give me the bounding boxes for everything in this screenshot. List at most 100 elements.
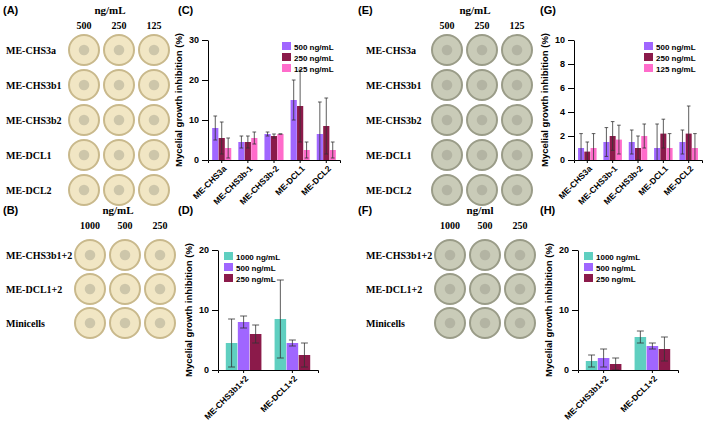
tick-mark xyxy=(300,160,301,163)
tick-mark xyxy=(587,160,588,163)
bar-series xyxy=(586,331,646,370)
legend-item: 500 ng/mL xyxy=(224,263,276,273)
error-line xyxy=(618,125,619,154)
error-bar xyxy=(681,130,685,154)
concentration-label: 250 xyxy=(153,220,168,231)
error-cap xyxy=(655,124,659,125)
error-cap xyxy=(305,142,309,143)
bar-series xyxy=(225,132,336,160)
petri-dish xyxy=(435,240,465,270)
error-cap xyxy=(292,80,296,81)
error-cap xyxy=(324,154,328,155)
petri-dish xyxy=(104,140,134,170)
colony xyxy=(85,250,96,261)
error-bar xyxy=(600,349,607,367)
petri-dish xyxy=(69,70,99,100)
error-line xyxy=(254,132,255,144)
photo-panel: (A)ng/mL500250125ME-CHS3aME-CHS3b1ME-CHS… xyxy=(3,4,169,205)
petri-dish xyxy=(467,140,497,170)
concentration-label: 250 xyxy=(513,220,528,231)
error-bar xyxy=(605,128,609,157)
concentration-label: 500 xyxy=(440,20,455,31)
row-label: ME-CHS3b1 xyxy=(366,80,422,91)
colony xyxy=(477,115,488,126)
error-line xyxy=(615,358,616,370)
tick-label: 6 xyxy=(560,83,565,93)
petri-dish xyxy=(75,274,105,304)
colony xyxy=(477,150,488,161)
error-line xyxy=(267,132,268,136)
error-line xyxy=(612,122,613,151)
bar-chart: 0102030ME-CHS3aME-CHS3b-1ME-CHS3b-2ME-DC… xyxy=(173,33,341,207)
tick-label: ME-CHS3b1+2 xyxy=(562,373,610,421)
row-label: ME-DCL2 xyxy=(6,185,52,196)
error-bar xyxy=(252,325,259,343)
error-cap xyxy=(681,154,685,155)
tick-label: ME-DCL2 xyxy=(662,163,696,197)
axis-line xyxy=(575,161,703,164)
error-bar xyxy=(289,340,296,346)
tick-label: 0 xyxy=(564,365,569,375)
petri-dish xyxy=(104,70,134,100)
tick-mark xyxy=(568,88,574,89)
panel-label: (F) xyxy=(358,204,372,216)
tick-mark xyxy=(638,160,639,163)
legend-swatch xyxy=(224,274,233,282)
colony xyxy=(114,115,125,126)
error-line xyxy=(306,142,307,158)
error-line xyxy=(694,134,695,160)
petri-dish xyxy=(470,274,500,304)
error-bar xyxy=(637,331,644,343)
tick-mark xyxy=(202,120,208,121)
tick-mark xyxy=(663,160,664,163)
error-cap xyxy=(279,134,283,135)
error-cap xyxy=(228,367,235,368)
error-cap xyxy=(662,148,666,149)
colony xyxy=(149,185,160,196)
tick-mark xyxy=(212,250,218,251)
colony xyxy=(149,150,160,161)
error-cap xyxy=(272,134,276,135)
row-label: ME-DCL1+2 xyxy=(6,284,62,295)
error-cap xyxy=(240,148,244,149)
legend-label: 500 ng/mL xyxy=(294,43,334,52)
error-line xyxy=(332,142,333,158)
error-cap xyxy=(266,136,270,137)
error-line xyxy=(326,98,327,154)
legend-item: 500 ng/mL xyxy=(282,42,334,52)
colony xyxy=(155,318,166,329)
error-line xyxy=(593,134,594,160)
row-label: ME-DCL1+2 xyxy=(366,284,422,295)
bar-series xyxy=(212,80,323,160)
plot-area xyxy=(226,280,310,370)
row-label: ME-DCL2 xyxy=(366,185,412,196)
petri-dish xyxy=(139,175,169,205)
legend-swatch xyxy=(224,252,233,260)
error-cap xyxy=(649,349,656,350)
figure: (A)ng/mL500250125ME-CHS3aME-CHS3b1ME-CHS… xyxy=(0,0,709,431)
x-axis: ME-CHS3aME-CHS3b-1ME-CHS3b-2ME-DCL1ME-DC… xyxy=(557,160,703,207)
tick: 10 xyxy=(189,115,208,125)
tick-mark xyxy=(568,112,574,113)
tick-mark xyxy=(292,370,293,373)
bar xyxy=(287,343,299,370)
error-cap xyxy=(636,136,640,137)
row-label: ME-DCL1 xyxy=(6,150,52,161)
error-line xyxy=(231,319,232,367)
error-cap xyxy=(240,328,247,329)
y-axis: 0246810 xyxy=(555,35,575,165)
legend-label: 125 ng/mL xyxy=(294,65,334,74)
legend-swatch xyxy=(224,263,233,271)
error-bar xyxy=(298,70,302,142)
error-cap xyxy=(277,280,284,281)
tick-mark xyxy=(202,80,208,81)
legend-swatch xyxy=(584,274,593,282)
colony xyxy=(512,185,523,196)
error-cap xyxy=(637,331,644,332)
tick-label: 20 xyxy=(559,245,569,255)
error-bar xyxy=(668,134,672,160)
tick-label: ME-CHS3b1+2 xyxy=(202,373,250,421)
tick: 0 xyxy=(560,155,574,165)
colony xyxy=(477,45,488,56)
bar-series xyxy=(584,106,691,160)
